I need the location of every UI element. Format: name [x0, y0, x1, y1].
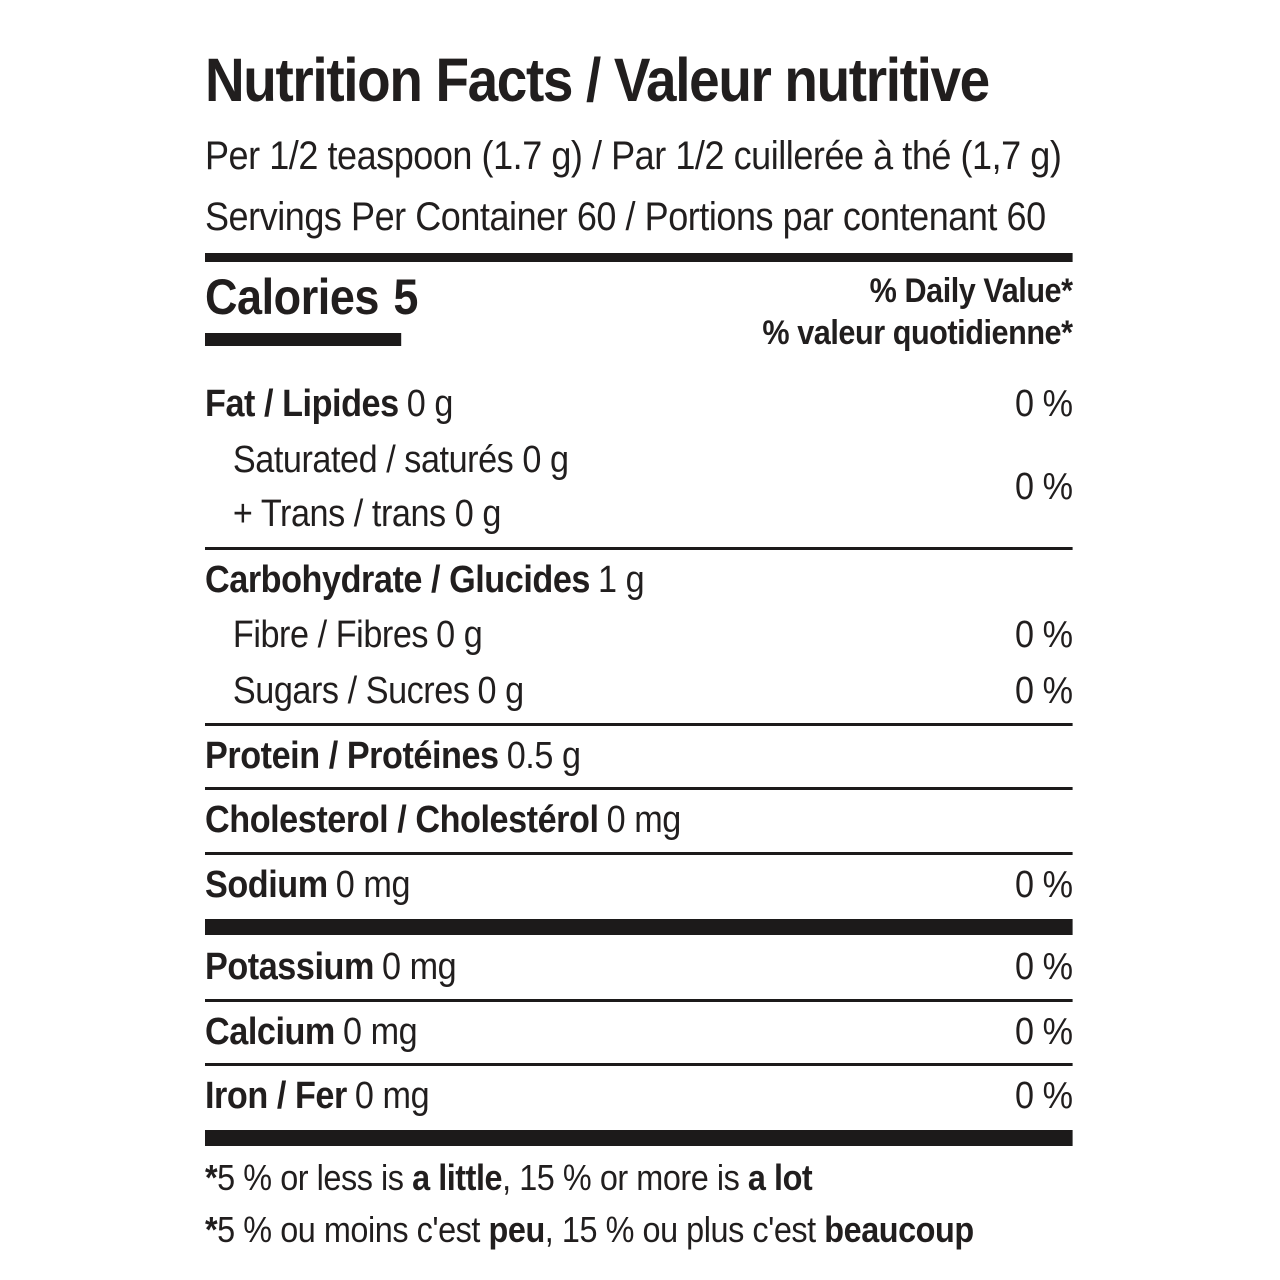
mid-thick-bar [205, 918, 1073, 935]
calories-label: Calories [205, 269, 379, 326]
calories-underline-bar [205, 332, 402, 346]
nutrient-amount-cholesterol: 0 mg [606, 799, 682, 842]
nutrient-row-protein: Protein / Protéines 0.5 g [205, 729, 1073, 785]
nutrient-row-carbohydrate: Carbohydrate / Glucides 1 g [205, 553, 1073, 609]
nutrient-amount-fibre: 0 g [436, 614, 483, 657]
nutrient-amount-sugars: 0 g [477, 670, 525, 713]
bottom-thick-bar [205, 1129, 1073, 1146]
nutrient-name-sodium: Sodium 0 mg [205, 864, 411, 907]
nutrient-name-iron: Iron / Fer 0 mg [205, 1075, 430, 1118]
nutrient-row-sodium: Sodium 0 mg 0 % [205, 858, 1073, 914]
nutrient-row-potassium: Potassium 0 mg 0 % [205, 940, 1073, 996]
thin-rule [205, 722, 1073, 726]
nutrient-row-calcium: Calcium 0 mg 0 % [205, 1005, 1073, 1061]
nutrient-amount-fat: 0 g [406, 382, 454, 425]
calories-block: Calories 5 [205, 271, 418, 346]
nutrient-row-fibre: Fibre / Fibres 0 g 0 % [205, 608, 1073, 664]
nutrient-row-sugars: Sugars / Sucres 0 g 0 % [205, 664, 1073, 720]
nutrient-name-sugars: Sugars / Sucres 0 g [232, 670, 525, 713]
nutrient-amount-protein: 0.5 g [506, 734, 581, 777]
nutrient-row-cholesterol: Cholesterol / Cholestérol 0 mg [205, 793, 1073, 849]
label-title: Nutrition Facts / Valeur nutritive [205, 46, 990, 114]
serving-size-line: Per 1/2 teaspoon (1.7 g) / Par 1/2 cuill… [205, 134, 1062, 179]
nutrient-rows: Fat / Lipides 0 g 0 % Saturated / saturés… [205, 377, 1073, 1146]
daily-value-header-en: % Daily Value* [869, 272, 1073, 311]
nutrient-dv-iron: 0 % [1015, 1075, 1073, 1118]
trans-line: + Trans / trans 0 g [232, 493, 501, 536]
nutrient-name-fibre: Fibre / Fibres 0 g [232, 614, 483, 657]
nutrient-dv-potassium: 0 % [1015, 945, 1073, 988]
nutrient-name-potassium: Potassium 0 mg [205, 945, 457, 988]
servings-per-container-line: Servings Per Container 60 / Portions par… [205, 195, 1046, 240]
nutrient-amount-iron: 0 mg [354, 1075, 430, 1118]
saturated-line: Saturated / saturés 0 g [232, 439, 569, 482]
nutrient-row-iron: Iron / Fer 0 mg 0 % [205, 1069, 1073, 1125]
nutrient-amount-potassium: 0 mg [382, 945, 457, 988]
nutrition-facts-label: Nutrition Facts / Valeur nutritive Per 1… [205, 48, 1073, 1251]
nutrient-amount-calcium: 0 mg [342, 1010, 418, 1053]
nutrient-name-carbohydrate: Carbohydrate / Glucides 1 g [205, 558, 645, 601]
nutrient-amount-carbohydrate: 1 g [598, 558, 645, 601]
top-thick-bar [205, 253, 1073, 263]
daily-value-header: % Daily Value* % valeur quotidienne* [762, 271, 1073, 355]
thin-rule [205, 998, 1073, 1002]
nutrient-name-cholesterol: Cholesterol / Cholestérol 0 mg [205, 799, 682, 842]
nutrient-dv-fat: 0 % [1015, 382, 1073, 425]
nutrient-amount-sodium: 0 mg [335, 864, 411, 907]
thin-rule [205, 787, 1073, 791]
thin-rule [205, 1063, 1073, 1067]
nutrient-name-fat: Fat / Lipides 0 g [205, 382, 454, 425]
nutrient-dv-sodium: 0 % [1015, 864, 1073, 907]
calories-row: Calories 5 [205, 271, 418, 324]
footnote-fr: *5 % ou moins c'est peu, 15 % ou plus c'… [205, 1209, 974, 1251]
calories-value: 5 [393, 269, 418, 326]
nutrient-row-saturated-trans: Saturated / saturés 0 g + Trans / trans … [205, 432, 1073, 543]
nutrient-dv-saturated-trans: 0 % [1015, 466, 1073, 509]
nutrient-name-protein: Protein / Protéines 0.5 g [205, 734, 581, 777]
nutrient-dv-fibre: 0 % [1015, 614, 1073, 657]
footnotes: *5 % or less is a little, 15 % or more i… [205, 1157, 1073, 1251]
saturated-trans-lines: Saturated / saturés 0 g + Trans / trans … [205, 434, 569, 541]
nutrient-name-calcium: Calcium 0 mg [205, 1010, 418, 1053]
nutrient-row-fat: Fat / Lipides 0 g 0 % [205, 377, 1073, 433]
nutrient-dv-calcium: 0 % [1015, 1010, 1073, 1053]
thin-rule [205, 852, 1073, 856]
nutrient-dv-sugars: 0 % [1015, 670, 1073, 713]
footnote-en: *5 % or less is a little, 15 % or more i… [205, 1156, 813, 1198]
calories-section: Calories 5 % Daily Value* % valeur quotid… [205, 271, 1073, 355]
daily-value-header-fr: % valeur quotidienne* [762, 313, 1073, 352]
thin-rule [205, 546, 1073, 550]
